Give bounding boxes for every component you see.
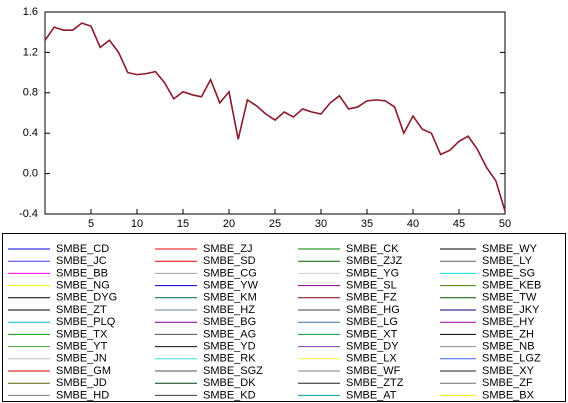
legend-label: SMBE_BG [203, 316, 256, 328]
legend-frame [2, 233, 566, 402]
x-tick-label: 15 [177, 218, 189, 230]
legend-label: SMBE_GM [56, 365, 111, 377]
x-tick-label: 30 [315, 218, 327, 230]
legend-label: SMBE_HZ [203, 304, 255, 316]
legend-label: SMBE_LX [346, 353, 397, 365]
legend-label: SMBE_AG [203, 328, 256, 340]
x-tick-label: 40 [407, 218, 419, 230]
x-tick-label: 20 [223, 218, 235, 230]
legend-label: SMBE_ZH [482, 328, 534, 340]
legend-label: SMBE_LG [346, 316, 398, 328]
legend-label: SMBE_SG [482, 267, 535, 279]
legend-label: SMBE_JKY [482, 304, 540, 316]
legend-label: SMBE_NB [482, 341, 535, 353]
legend-label: SMBE_YG [346, 267, 399, 279]
legend-label: SMBE_CG [203, 267, 257, 279]
x-tick-label: 35 [361, 218, 373, 230]
x-tick-label: 45 [453, 218, 465, 230]
legend-label: SMBE_XJ [56, 402, 106, 403]
legend-label: SMBE_DY [346, 341, 399, 353]
legend-label: SMBE_BX [482, 389, 535, 401]
y-tick-label: 0.4 [23, 127, 38, 139]
legend-label: SMBE_WY [482, 243, 538, 255]
y-tick-label: 1.2 [23, 46, 38, 58]
legend-label: SMBE_JN [56, 353, 107, 365]
y-tick-label: 0.8 [23, 87, 38, 99]
x-tick-label: 5 [88, 218, 94, 230]
legend-label: SMBE_FZ [346, 292, 397, 304]
x-tick-label: 50 [499, 218, 511, 230]
legend-label: SMBE_CK [346, 243, 399, 255]
legend-label: SMBE_SGZ [203, 365, 263, 377]
legend-label: SMBE_JC [56, 255, 107, 267]
legend-label: SMBE_YW [203, 280, 259, 292]
legend-label: SMBE_HY [482, 316, 535, 328]
legend-label: SMBE_DK [203, 377, 256, 389]
legend-label: SMBE_HD [56, 389, 109, 401]
legend-label: SMBE_NG [56, 280, 110, 292]
x-tick-label: 25 [269, 218, 281, 230]
legend-label: SMBE_KD [203, 389, 256, 401]
legend-label: SMBE_XZ [203, 402, 255, 403]
legend-label: SMBE_HG [346, 304, 400, 316]
legend-label: SMBE_TW [482, 292, 537, 304]
legend-label: SMBE_TX [56, 328, 108, 340]
legend-label: SMBE_KM [203, 292, 257, 304]
legend-label: SMBE_ZT [56, 304, 107, 316]
legend-label: SMBE_XY [482, 365, 535, 377]
legend-label: SMBE_AT [346, 389, 397, 401]
legend-label: SMBE_ZJZ [346, 255, 403, 267]
x-tick-label: 10 [131, 218, 143, 230]
data-line [44, 22, 506, 212]
legend-label: SMBE_DYG [56, 292, 117, 304]
legend-label: SMBE_BB [56, 267, 108, 279]
y-tick-label: 1.6 [23, 6, 38, 18]
legend-label: SMBE_ZF [482, 377, 533, 389]
legend-label: SMBE_LGZ [482, 353, 541, 365]
plot-frame [44, 11, 506, 215]
y-tick-label: -0.4 [19, 208, 38, 220]
legend-label: SMBE_YT [56, 341, 108, 353]
legend-label: SMBE_LY [482, 255, 533, 267]
legend-label: SMBE_KEB [482, 280, 541, 292]
legend-label: SMBE_CD [56, 243, 109, 255]
legend-label: SMBE_ZTZ [346, 377, 404, 389]
y-tick-label: 0.0 [23, 168, 38, 180]
legend-label: SMBE_YD [203, 341, 256, 353]
legend-label: SMBE_ZJ [203, 243, 253, 255]
legend-label: SMBE_XT [346, 328, 398, 340]
legend-label: SMBE_SL [346, 280, 397, 292]
legend-label: SMBE_JD [56, 377, 107, 389]
legend-label: SMBE_WF [346, 365, 401, 377]
legend-label: SMBE_RK [203, 353, 256, 365]
legend-label: SMBE_SD [203, 255, 256, 267]
legend-label: SMBE_PLQ [56, 316, 116, 328]
